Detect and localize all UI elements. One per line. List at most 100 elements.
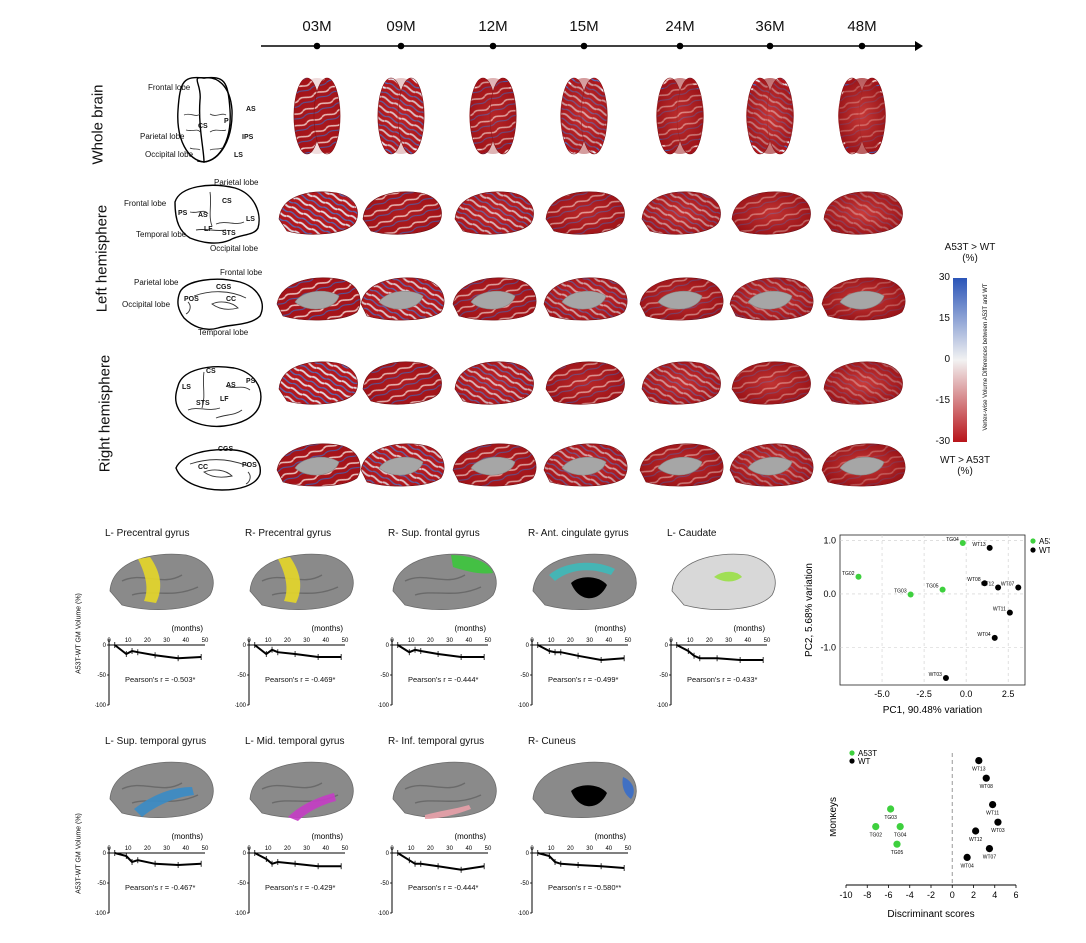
mini-x-tick: 40 xyxy=(605,638,612,644)
mini-y-tick: 0 xyxy=(243,643,247,649)
mini-y-tick: -100 xyxy=(95,911,107,916)
region-pearson: Pearson's r = -0.444* xyxy=(408,883,479,892)
timeline-dot-03M xyxy=(313,42,321,50)
mini-x-tick: 10 xyxy=(548,638,555,644)
region-pearson: Pearson's r = -0.499* xyxy=(548,675,619,684)
brain-map-r4-12M xyxy=(452,443,537,487)
discriminant-scatter-plot: -10 -8 -6 -4 -2 0 2 4 6 Discriminant scores Monkey… xyxy=(830,749,1019,920)
mini-x-unit: (months) xyxy=(311,624,343,633)
mini-x-tick: 20 xyxy=(706,638,713,644)
mini-x-tick: 10 xyxy=(125,846,132,852)
mini-y-tick: -100 xyxy=(378,703,390,708)
sulcus-ips: IPS xyxy=(242,134,254,141)
mini-x-tick: 10 xyxy=(687,638,694,644)
brain-map-r1-48M xyxy=(823,191,903,235)
mini-x-tick: 30 xyxy=(303,846,310,852)
brain-map-r0-09M xyxy=(377,77,425,155)
label-parietal-lobe-medial: Parietal lobe xyxy=(134,278,179,287)
sketch-left-lateral: Parietal lobe Frontal lobe Temporal lobe… xyxy=(120,172,270,257)
label-temporal-lobe-left: Temporal lobe xyxy=(136,230,187,239)
disc-legend-marker xyxy=(849,758,855,764)
label-parietal-lobe: Parietal lobe xyxy=(140,132,185,141)
disc-x-tick: -10 xyxy=(839,890,852,900)
mini-x-tick: 50 xyxy=(485,846,492,852)
highlighted-region xyxy=(134,787,194,817)
timeline-label-03M: 03M xyxy=(302,18,332,35)
mini-x-unit: (months) xyxy=(171,832,203,841)
region-panel-graphic: 0 10 20 30 40 50 0 -50 -100 (months) xyxy=(657,553,776,708)
mini-x-tick: 40 xyxy=(465,638,472,644)
region-panel-graphic: 0 10 20 30 40 50 0 -50 -100 (months) xyxy=(518,761,637,916)
mini-series-line xyxy=(114,852,202,867)
pca-point-WT13 xyxy=(986,544,993,551)
colorbar-tick-15: 15 xyxy=(938,313,950,324)
disc-point-label: WT03 xyxy=(991,828,1005,834)
pca-point-label: WT12 xyxy=(981,582,995,588)
sulcus-ps-left: PS xyxy=(178,210,188,217)
pca-point-WT11 xyxy=(1006,609,1013,616)
mini-x-tick: 30 xyxy=(303,638,310,644)
highlighted-region xyxy=(451,555,493,574)
label-parietal-lobe-left: Parietal lobe xyxy=(214,178,259,187)
disc-point-TG03 xyxy=(887,805,895,813)
mini-series-line xyxy=(537,852,625,869)
pca-x-tick: 0.0 xyxy=(960,689,973,699)
mini-x-unit: (months) xyxy=(311,832,343,841)
label-occipital-lobe-left: Occipital lobe xyxy=(210,244,259,253)
brain-map-r2-03M xyxy=(276,277,361,321)
mini-x-tick: 20 xyxy=(284,846,291,852)
mini-x-tick: 40 xyxy=(182,846,189,852)
brain-map-r1-09M xyxy=(362,191,442,235)
mini-x-tick: 10 xyxy=(265,846,272,852)
pca-legend-label: A53T xyxy=(1039,537,1050,546)
mini-x-tick: 10 xyxy=(125,638,132,644)
colorbar-axis-title-wrap: Vertex-wise Volume Differences between A… xyxy=(980,278,992,442)
region-panel: L- Mid. temporal gyrus 0 10 20 30 40 50 0 -50 -10… xyxy=(235,733,370,916)
mini-x-tick: 20 xyxy=(144,846,151,852)
mini-y-tick: -50 xyxy=(97,673,106,679)
mini-series-line xyxy=(676,644,764,661)
brain-map-r4-36M xyxy=(729,443,814,487)
sulcus-ls-right: LS xyxy=(182,384,191,391)
colorbar-tick-0: 0 xyxy=(944,354,950,365)
highlighted-region xyxy=(288,793,336,821)
region-panel: R- Ant. cingulate gyrus 0 10 20 30 40 50 0 -50 -1… xyxy=(518,525,653,708)
mini-y-tick: -50 xyxy=(520,881,529,887)
mini-y-tick: -100 xyxy=(235,911,247,916)
region-title: L- Precentral gyrus xyxy=(105,528,190,539)
brain-map-r4-03M xyxy=(276,443,361,487)
colorbar-bottom-label: WT > A53T xyxy=(939,455,991,466)
brain-map-r0-36M xyxy=(746,77,794,155)
label-occipital-lobe-medial: Occipital lobe xyxy=(122,300,171,309)
colorbar-tick-30: 30 xyxy=(938,272,950,283)
row-label-left-hemisphere: Left hemisphere xyxy=(93,204,111,313)
region-panel-graphic: 0 10 20 30 40 50 0 -50 -100 (months) xyxy=(518,553,637,708)
disc-x-tick: -4 xyxy=(906,890,914,900)
region-title: R- Precentral gyrus xyxy=(245,528,332,539)
region-title: R- Ant. cingulate gyrus xyxy=(528,528,629,539)
brain-map-r3-36M xyxy=(731,361,811,405)
disc-point-WT07 xyxy=(985,845,994,853)
mini-x-tick: 0 xyxy=(107,846,111,852)
pca-point-TG02 xyxy=(855,573,862,580)
disc-xlabel: Discriminant scores xyxy=(887,909,974,920)
colorbar-bottom-unit: (%) xyxy=(957,466,973,477)
mini-x-tick: 50 xyxy=(625,846,632,852)
disc-point-label: WT08 xyxy=(980,784,994,790)
disc-x-tick: -8 xyxy=(863,890,871,900)
mini-x-tick: 30 xyxy=(163,638,170,644)
timeline-dot-36M xyxy=(766,42,774,50)
mini-y-tick: -50 xyxy=(97,881,106,887)
pca-point-WT08 xyxy=(981,580,988,587)
sketch-right-lateral: CS LS AS PS STS LF xyxy=(168,356,268,436)
region-pearson: Pearson's r = -0.503* xyxy=(125,675,196,684)
mini-x-tick: 40 xyxy=(182,638,189,644)
brain-map-r2-48M xyxy=(821,277,906,321)
mini-y-tick: -50 xyxy=(659,673,668,679)
mini-x-tick: 30 xyxy=(586,846,593,852)
region-title: R- Cuneus xyxy=(528,736,576,747)
mini-y-tick: -100 xyxy=(518,703,530,708)
disc-point-label: TG02 xyxy=(869,833,882,839)
mini-x-tick: 40 xyxy=(322,846,329,852)
pca-point-label: WT08 xyxy=(967,577,981,583)
